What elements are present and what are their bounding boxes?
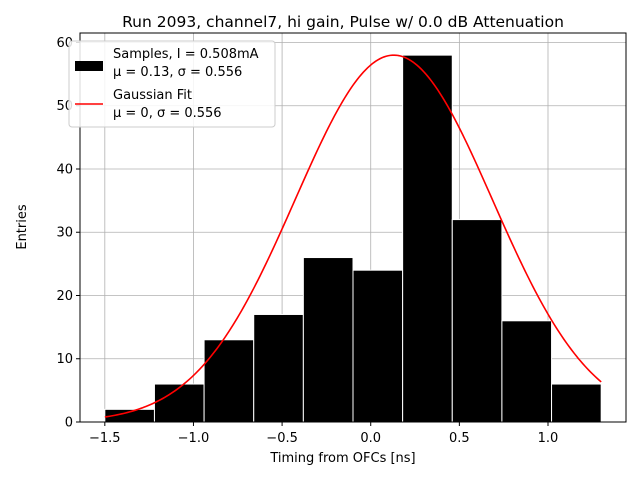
x-tick-label: −1.0 bbox=[178, 431, 210, 446]
histogram-bar bbox=[203, 339, 255, 423]
legend-fit-label: Gaussian Fit bbox=[113, 88, 192, 103]
y-tick-label: 40 bbox=[56, 162, 73, 177]
gaussian-fit-line bbox=[104, 54, 602, 418]
legend-histogram-stats: μ = 0.13, σ = 0.556 bbox=[113, 65, 242, 80]
histogram-bar bbox=[451, 219, 503, 423]
histogram-bar bbox=[551, 383, 602, 423]
histogram-bar bbox=[153, 383, 205, 423]
legend-box bbox=[68, 40, 276, 128]
legend-histogram-label: Samples, I = 0.508mA bbox=[113, 47, 259, 62]
y-axis-label: Entries bbox=[15, 204, 30, 250]
y-tick-label: 10 bbox=[56, 352, 73, 367]
x-tick-label: 0.5 bbox=[449, 431, 470, 446]
histogram-bar bbox=[302, 257, 354, 423]
y-tick-label: 0 bbox=[65, 416, 73, 431]
x-axis-ticks: −1.5 −1.0 −0.5 0.0 0.5 1.0 bbox=[89, 422, 558, 446]
histogram-bar bbox=[253, 313, 304, 423]
plot-frame bbox=[79, 32, 627, 423]
y-tick-label: 30 bbox=[56, 226, 73, 241]
x-tick-label: 0.0 bbox=[360, 431, 381, 446]
histogram-bars bbox=[104, 54, 602, 423]
legend-fit-stats: μ = 0, σ = 0.556 bbox=[113, 106, 222, 121]
histogram-bar bbox=[352, 269, 404, 423]
histogram-bar bbox=[402, 54, 453, 423]
histogram-bar bbox=[501, 320, 553, 423]
x-tick-label: 1.0 bbox=[538, 431, 559, 446]
legend: Samples, I = 0.508mA μ = 0.13, σ = 0.556… bbox=[68, 40, 276, 128]
x-axis-label: Timing from OFCs [ns] bbox=[269, 451, 415, 466]
legend-histogram-swatch bbox=[75, 61, 103, 71]
y-tick-label: 20 bbox=[56, 289, 73, 304]
x-tick-label: −0.5 bbox=[266, 431, 298, 446]
x-tick-label: −1.5 bbox=[89, 431, 121, 446]
chart-title: Run 2093, channel7, hi gain, Pulse w/ 0.… bbox=[122, 13, 564, 31]
